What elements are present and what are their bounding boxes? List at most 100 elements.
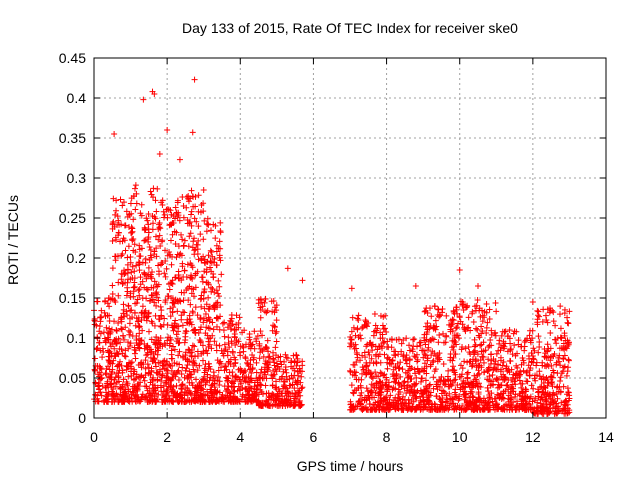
data-point	[191, 76, 198, 83]
data-point	[444, 396, 451, 403]
data-point	[296, 368, 303, 375]
data-point	[484, 319, 491, 326]
data-point	[183, 286, 190, 293]
plot-frame	[93, 57, 607, 419]
data-point	[352, 372, 358, 379]
data-point	[508, 395, 515, 402]
data-point	[420, 398, 427, 405]
data-point	[220, 327, 227, 334]
data-point	[274, 363, 281, 370]
data-point	[120, 199, 127, 206]
data-point	[149, 269, 156, 276]
y-tick-label: 0.15	[59, 290, 86, 306]
data-point	[283, 369, 290, 376]
data-point	[147, 188, 154, 195]
data-point	[508, 366, 515, 373]
data-point	[494, 401, 501, 408]
data-point	[174, 368, 181, 375]
data-point	[213, 315, 220, 322]
data-point	[136, 253, 143, 260]
data-point	[483, 301, 490, 308]
data-point	[526, 332, 533, 339]
data-point	[277, 358, 284, 365]
data-point	[174, 308, 181, 315]
data-point	[133, 200, 140, 207]
data-point	[192, 193, 199, 200]
data-point	[403, 335, 410, 342]
data-point	[155, 345, 162, 352]
data-point	[198, 303, 205, 310]
data-point	[393, 370, 400, 377]
data-point	[127, 329, 134, 336]
data-point	[195, 192, 202, 199]
data-point	[210, 375, 217, 382]
data-point	[535, 349, 542, 356]
data-point	[188, 262, 195, 269]
data-point	[239, 373, 246, 380]
data-point	[190, 286, 197, 293]
data-point	[512, 393, 519, 400]
data-point	[247, 339, 254, 346]
data-point	[503, 363, 510, 370]
data-point	[284, 376, 291, 383]
data-point	[223, 366, 230, 373]
data-point	[129, 332, 136, 339]
data-point	[213, 342, 220, 349]
chart-title: Day 133 of 2015, Rate Of TEC Index for r…	[182, 20, 518, 36]
data-point	[158, 312, 165, 319]
data-point	[500, 345, 507, 352]
data-point	[538, 383, 545, 390]
data-point	[146, 397, 153, 404]
data-point	[125, 243, 132, 250]
data-point	[395, 386, 402, 393]
data-point	[239, 391, 246, 398]
data-point	[384, 359, 391, 366]
data-point	[110, 391, 117, 398]
data-point	[247, 345, 254, 352]
data-point	[426, 382, 433, 389]
data-point	[365, 349, 372, 356]
x-tick-label: 12	[525, 429, 541, 445]
data-point	[436, 395, 443, 402]
data-point	[257, 314, 264, 321]
data-point	[430, 374, 437, 381]
tick-layer: 0 0.05 0.1 0.15 0.2 0.25 0.3 0.35 0.4 0.45 0 2 4 6 8 10…	[59, 50, 614, 445]
data-point	[194, 312, 201, 319]
data-point	[436, 332, 443, 339]
data-point	[380, 326, 387, 333]
data-point	[263, 309, 270, 316]
data-point	[245, 392, 252, 399]
data-point	[176, 297, 183, 304]
data-point	[155, 281, 162, 288]
data-point	[350, 341, 357, 348]
data-point	[172, 274, 179, 281]
data-point	[207, 247, 214, 254]
data-point	[421, 331, 428, 338]
data-point	[109, 295, 116, 302]
data-point	[557, 362, 564, 369]
data-point	[215, 245, 222, 252]
data-point	[147, 247, 154, 254]
data-point	[258, 366, 265, 373]
data-point	[113, 327, 120, 334]
data-point	[118, 221, 125, 228]
data-point	[381, 338, 388, 345]
data-point	[128, 224, 135, 231]
data-point	[399, 366, 406, 373]
data-point	[540, 405, 547, 412]
data-point	[470, 318, 477, 325]
data-point	[363, 371, 370, 378]
data-point	[517, 368, 524, 375]
data-point	[166, 398, 173, 405]
data-point	[471, 343, 478, 350]
data-point	[158, 238, 165, 245]
data-point	[225, 334, 232, 341]
data-point	[497, 344, 504, 351]
data-point	[128, 307, 135, 314]
data-point	[211, 390, 218, 397]
data-point	[164, 337, 171, 344]
data-point	[449, 344, 456, 351]
data-point	[120, 333, 127, 340]
data-point	[171, 300, 178, 307]
data-point	[159, 371, 166, 377]
